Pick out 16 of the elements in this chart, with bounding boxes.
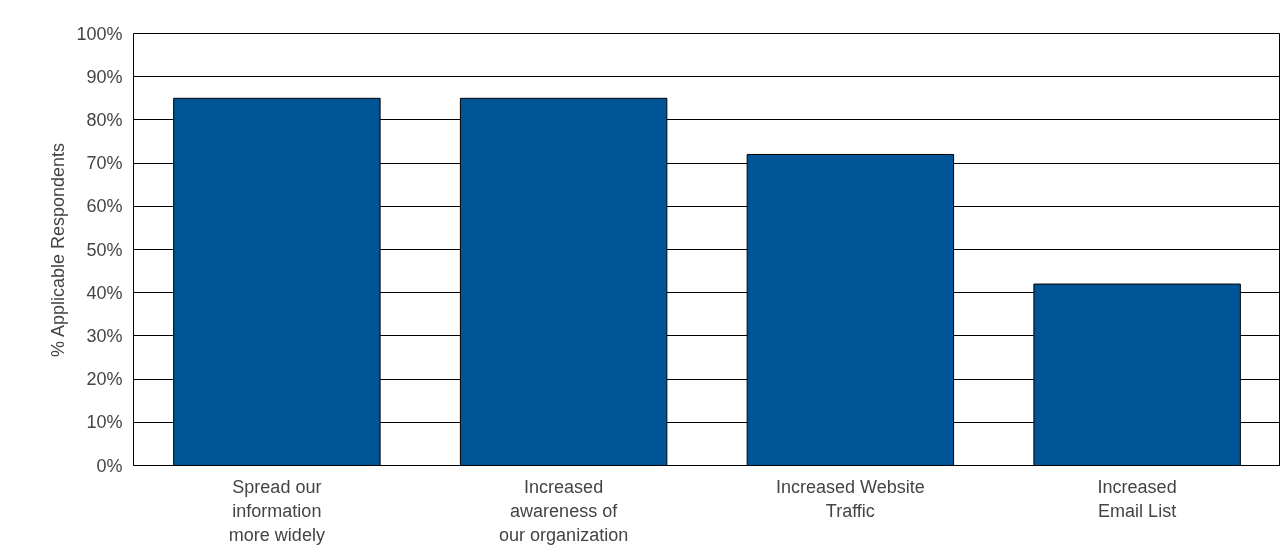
x-tick-label: Increased Website Traffic bbox=[776, 476, 925, 521]
x-tick-label: Spread our information more widely bbox=[228, 476, 325, 545]
y-tick-label: 10% bbox=[86, 412, 123, 433]
x-tick-label: Increased Email List bbox=[1097, 476, 1177, 521]
y-tick-label: 50% bbox=[86, 239, 123, 260]
y-tick-label: 90% bbox=[86, 66, 123, 87]
y-tick-label: 60% bbox=[86, 196, 123, 217]
y-tick-label: 0% bbox=[96, 455, 123, 476]
y-tick-label: 40% bbox=[86, 282, 123, 303]
y-tick-label: 70% bbox=[86, 153, 123, 174]
y-axis-title: % Applicable Respondents bbox=[48, 142, 69, 358]
y-tick-label: 100% bbox=[76, 23, 123, 44]
y-tick-label: 20% bbox=[86, 369, 123, 390]
y-tick-label: 80% bbox=[86, 109, 123, 130]
y-tick-label: 30% bbox=[86, 325, 123, 346]
x-tick-label: Increased awareness of our organization bbox=[499, 476, 629, 545]
